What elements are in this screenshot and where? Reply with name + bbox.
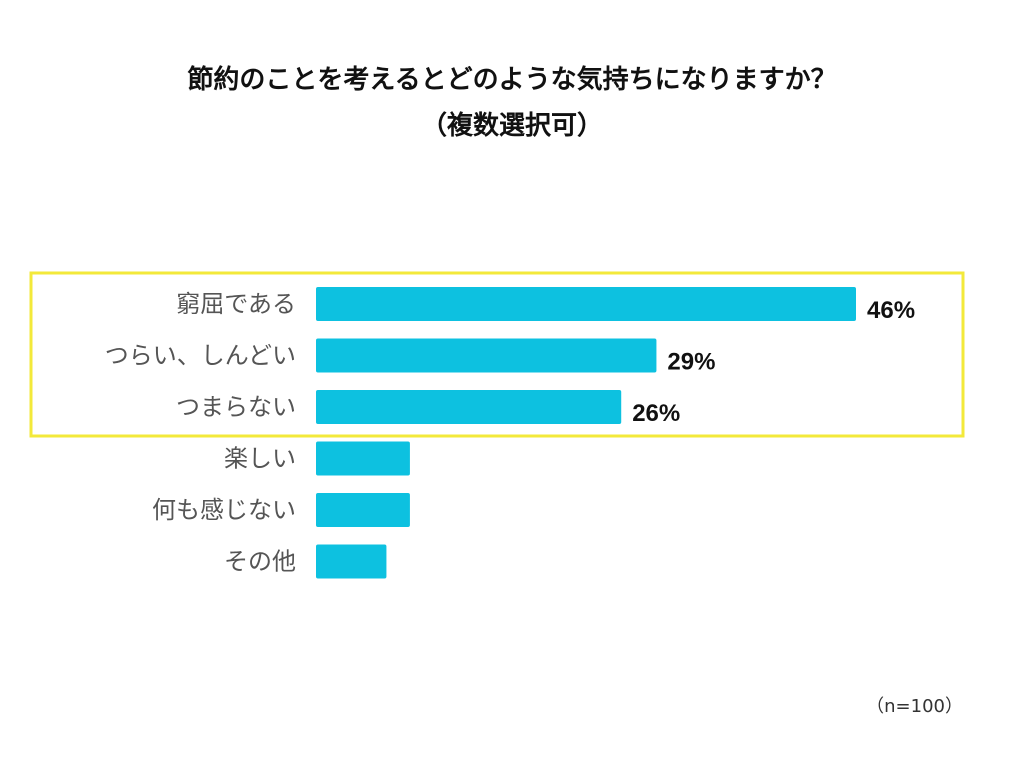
category-label: 楽しい	[224, 445, 296, 473]
category-label: その他	[224, 548, 296, 576]
chart-title: 節約のことを考えるとどのような気持ちになりますか？	[187, 64, 836, 95]
category-label: 何も感じない	[152, 496, 296, 524]
bar	[316, 287, 856, 321]
category-label: つらい、しんどい	[105, 342, 296, 370]
bar	[316, 338, 657, 373]
bar	[316, 493, 410, 527]
bar	[316, 390, 622, 424]
highlight-box	[29, 271, 965, 438]
bar	[316, 544, 387, 579]
chart-subtitle: （複数選択可）	[421, 110, 603, 141]
bar	[316, 441, 410, 476]
value-label: 29%	[667, 349, 715, 376]
category-label: つまらない	[176, 393, 296, 421]
category-label: 窮屈である	[176, 290, 296, 318]
value-label: 26%	[632, 400, 680, 427]
sample-size-note: （n=100）	[866, 696, 963, 717]
value-label: 46%	[867, 297, 915, 324]
